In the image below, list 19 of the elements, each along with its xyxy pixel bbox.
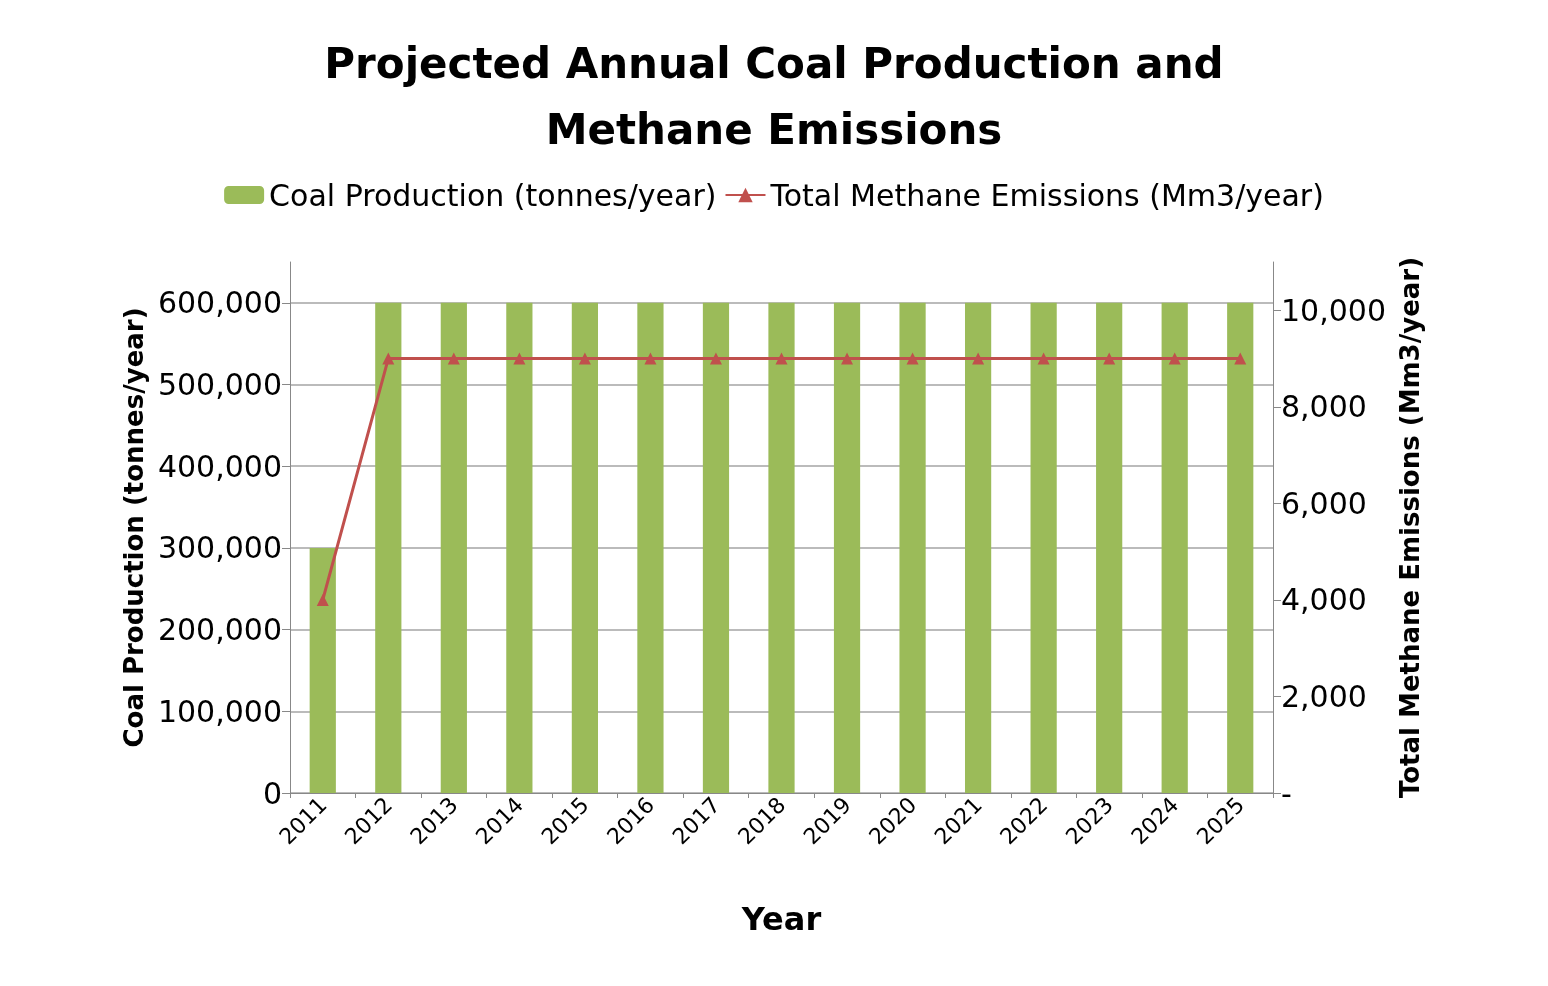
- y-tick-label: 500,000: [157, 367, 282, 403]
- y-tick-label: 300,000: [157, 530, 282, 566]
- y-tick-label: 100,000: [157, 693, 282, 729]
- y2-tick-label: 10,000: [1281, 292, 1386, 328]
- y2-tick-label: 2,000: [1281, 678, 1367, 714]
- y-tick-label: 200,000: [157, 612, 282, 648]
- legend-label: Coal Production (tonnes/year): [269, 177, 717, 213]
- y2-tick-label: 6,000: [1281, 485, 1367, 521]
- y-tick-label: 0: [262, 775, 282, 811]
- x-axis-title: Year: [740, 900, 822, 938]
- y-axis-title: Coal Production (tonnes/year): [119, 307, 150, 748]
- y-tick-label: 400,000: [157, 448, 282, 484]
- y-tick-label: 600,000: [157, 285, 282, 321]
- y2-tick-label: 4,000: [1281, 582, 1367, 618]
- legend-label: Total Methane Emissions (Mm3/year): [769, 177, 1324, 213]
- y2-axis-title: Total Methane Emissions (Mm3/year): [1394, 256, 1425, 799]
- y2-tick-label: 8,000: [1281, 389, 1367, 425]
- y2-tick-label: -: [1281, 775, 1292, 811]
- chart-title: Projected Annual Coal Production and Methane Emissions: [324, 38, 1224, 154]
